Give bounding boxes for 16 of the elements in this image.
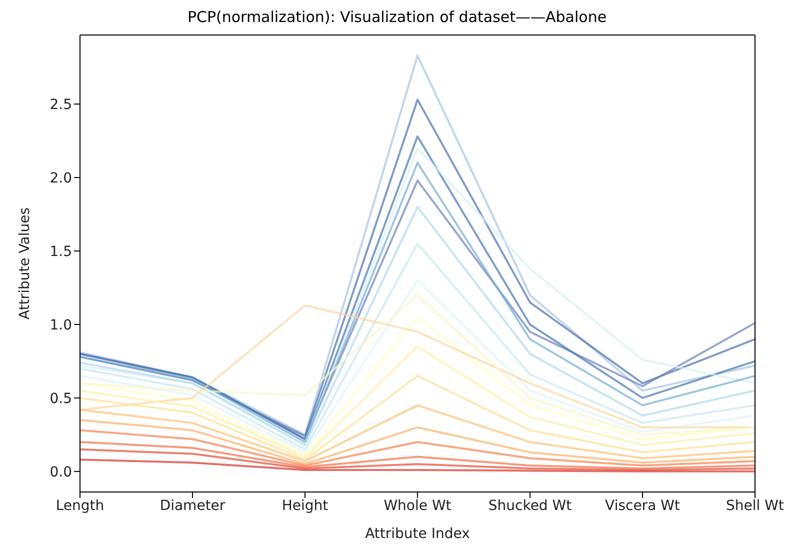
x-tick-label: Whole Wt <box>384 498 452 514</box>
x-axis-title: Attribute Index <box>365 526 470 542</box>
x-tick-label: Height <box>282 498 329 514</box>
x-tick-label: Viscera Wt <box>605 498 680 514</box>
y-tick-label: 0.0 <box>50 464 72 480</box>
y-axis-title: Attribute Values <box>16 207 33 320</box>
y-tick-label: 2.0 <box>50 170 72 187</box>
x-tick-label: Length <box>56 498 104 514</box>
y-tick-label: 1.5 <box>50 244 72 260</box>
x-tick-label: Diameter <box>160 498 226 514</box>
x-tick-label: Shell Wt <box>726 498 784 514</box>
x-tick-label: Shucked Wt <box>488 498 572 514</box>
chart-title: PCP(normalization): Visualization of dataset——Abalone <box>186 8 608 28</box>
y-tick-label: 1.0 <box>50 317 72 334</box>
y-tick-label: 0.5 <box>50 390 72 407</box>
y-tick-label: 2.5 <box>50 97 72 114</box>
